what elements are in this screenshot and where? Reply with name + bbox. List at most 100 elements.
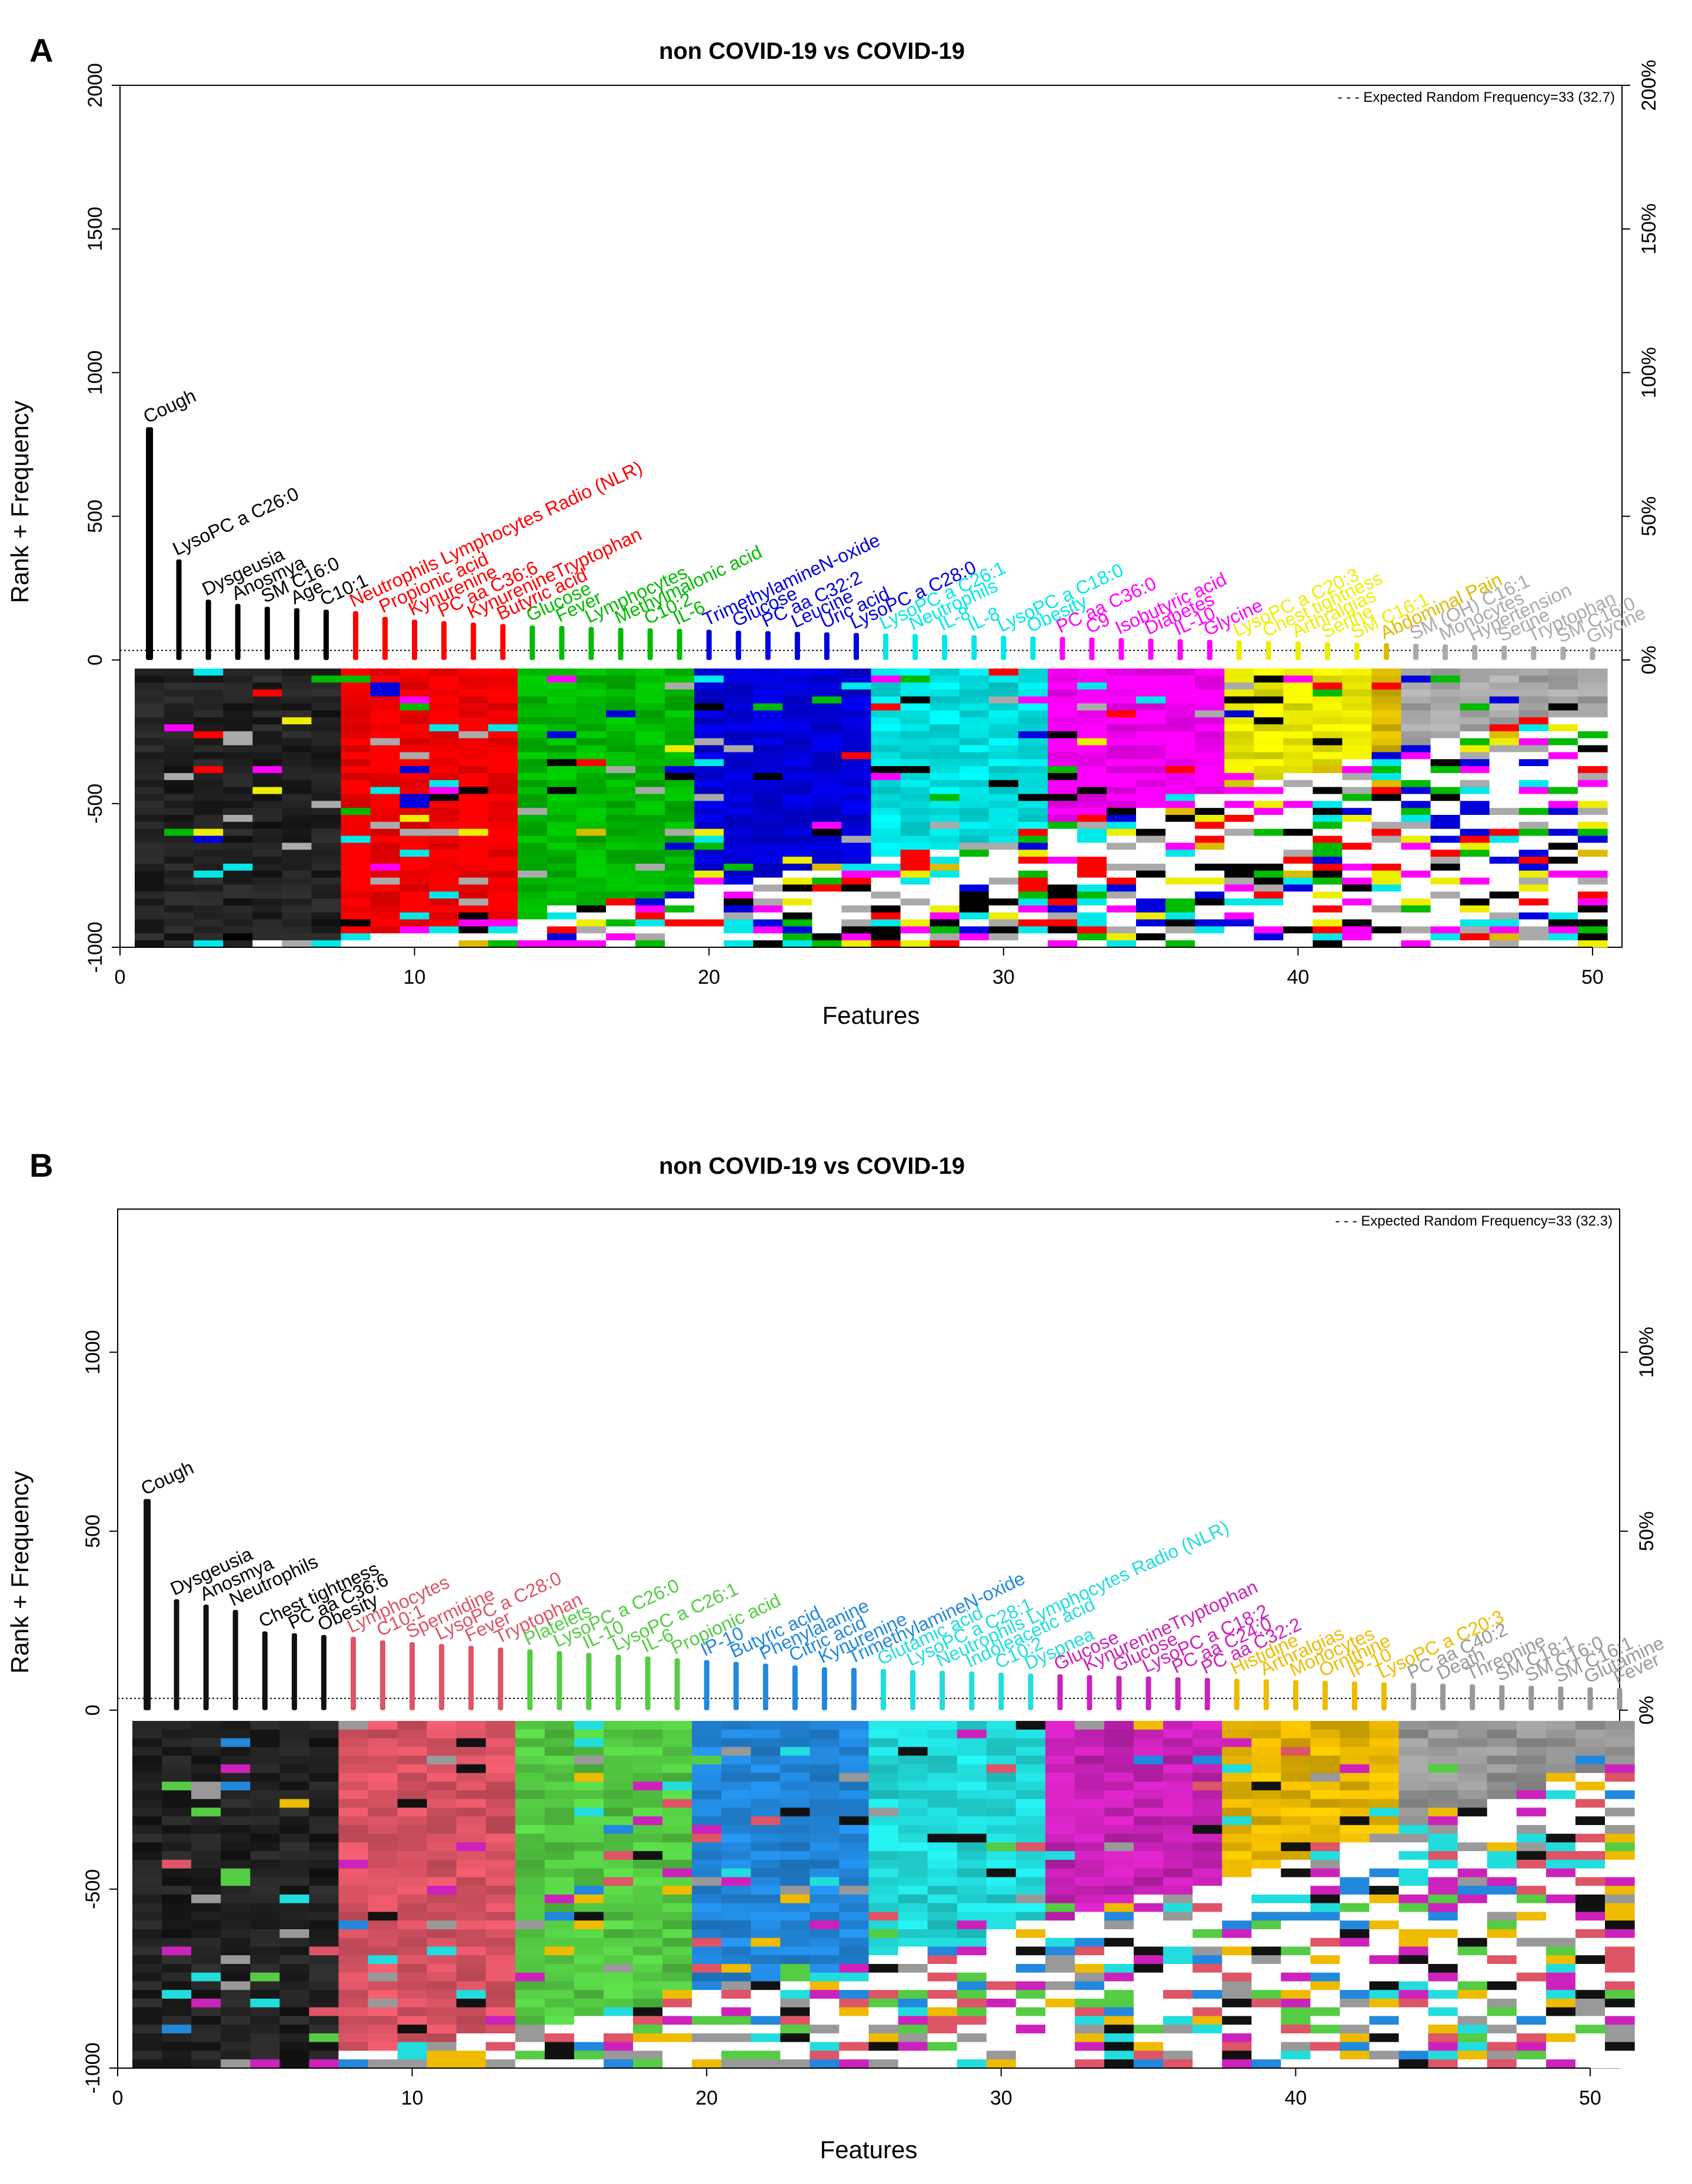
heatmap-cell <box>1134 1999 1164 2008</box>
heatmap-cell <box>1489 675 1520 683</box>
heatmap-cell <box>810 1929 840 1939</box>
heatmap-cell <box>812 759 842 767</box>
heatmap-cell <box>223 863 253 871</box>
heatmap-cell <box>1224 696 1254 704</box>
heatmap-cell <box>1489 815 1520 823</box>
heatmap-cell <box>191 1946 221 1956</box>
heatmap-cell <box>1015 1859 1046 1869</box>
heatmap-cell <box>1224 926 1254 934</box>
heatmap-cell <box>1487 1868 1517 1878</box>
heatmap-cell <box>900 724 931 732</box>
heatmap-cell <box>1077 675 1107 683</box>
heatmap-cell <box>782 801 812 808</box>
heatmap-cell <box>223 926 253 934</box>
heatmap-cell <box>724 828 754 837</box>
heatmap-cell <box>1136 717 1166 725</box>
heatmap-cell <box>1136 891 1166 899</box>
heatmap-cell <box>458 759 489 767</box>
heatmap-cell <box>1104 1833 1134 1843</box>
heatmap-cell <box>751 1859 781 1869</box>
heatmap-cell <box>1369 1964 1400 1973</box>
heatmap-cell <box>1516 1782 1547 1791</box>
heatmap-cell <box>1074 1903 1105 1913</box>
heatmap-cell <box>135 710 165 718</box>
heatmap-cell <box>1371 717 1402 725</box>
heatmap-cell <box>986 2033 1017 2043</box>
heatmap-cell <box>841 828 872 837</box>
heatmap-cell <box>576 863 607 871</box>
heatmap-cell <box>1401 898 1431 906</box>
heatmap-cell <box>1371 689 1402 697</box>
heatmap-cell <box>223 668 253 676</box>
heatmap-cell <box>1457 1946 1488 1956</box>
feature-bar <box>235 604 241 660</box>
heatmap-cell <box>1222 2050 1252 2060</box>
heatmap-cell <box>1195 940 1225 948</box>
heatmap-cell <box>1047 933 1078 941</box>
heatmap-cell <box>515 1755 545 1765</box>
heatmap-cell <box>930 724 960 732</box>
heatmap-cell <box>250 1972 280 1982</box>
heatmap-cell <box>633 1895 663 1904</box>
heatmap-cell <box>1047 710 1078 718</box>
heatmap-cell <box>1342 884 1373 892</box>
heatmap-cell <box>1605 1903 1635 1913</box>
heatmap-cell <box>1313 857 1343 864</box>
heatmap-cell <box>544 1764 575 1774</box>
heatmap-cell <box>1074 1851 1105 1860</box>
heatmap-cell <box>1430 689 1461 697</box>
heatmap-cell <box>1136 850 1166 857</box>
heatmap-cell <box>252 870 282 878</box>
heatmap-cell <box>1313 752 1343 760</box>
heatmap-cell <box>694 717 724 725</box>
heatmap-cell <box>250 1964 280 1973</box>
heatmap-cell <box>721 1886 751 1895</box>
heatmap-cell <box>370 821 401 830</box>
heatmap-cell <box>635 884 665 892</box>
heatmap-cell <box>780 1912 810 1921</box>
heatmap-cell <box>370 703 401 711</box>
heatmap-cell <box>576 843 607 850</box>
feature-bar <box>146 427 154 660</box>
heatmap-cell <box>1195 703 1225 711</box>
heatmap-cell <box>721 1764 751 1774</box>
heatmap-cell <box>191 1790 221 1800</box>
heatmap-cell <box>458 919 489 927</box>
heatmap-cell <box>164 877 194 885</box>
heatmap-cell <box>694 731 724 739</box>
heatmap-cell <box>223 752 253 760</box>
heatmap-cell <box>1548 870 1578 878</box>
heatmap-cell <box>485 1825 516 1835</box>
heatmap-cell <box>282 703 312 711</box>
heatmap-cell <box>164 863 194 871</box>
heatmap-cell <box>1342 940 1373 948</box>
heatmap-cell <box>1015 1807 1046 1817</box>
heatmap-cell <box>1018 787 1048 794</box>
heatmap-column <box>488 668 518 948</box>
heatmap-cell <box>547 696 577 704</box>
feature-bar <box>1411 1683 1417 1710</box>
heatmap-cell <box>1575 1981 1606 1990</box>
heatmap-cell <box>1222 2042 1252 2052</box>
heatmap-cell <box>191 1859 221 1869</box>
heatmap-cell <box>927 1990 958 1999</box>
heatmap-cell <box>1575 1929 1606 1939</box>
heatmap-cell <box>132 1851 162 1860</box>
heatmap-cell <box>191 1755 221 1765</box>
heatmap-cell <box>692 1999 722 2008</box>
heatmap-cell <box>1195 828 1225 837</box>
heatmap-cell <box>309 1868 339 1878</box>
heatmap-cell <box>191 1886 221 1895</box>
heatmap-cell <box>927 1790 958 1800</box>
heatmap-cell <box>311 787 342 794</box>
heatmap-cell <box>427 1972 457 1982</box>
heatmap-cell <box>250 1868 280 1878</box>
heatmap-cell <box>341 668 371 676</box>
heatmap-cell <box>1575 1937 1606 1947</box>
heatmap-cell <box>1136 724 1166 732</box>
heatmap-cell <box>1575 2050 1606 2060</box>
heatmap-cell <box>1251 1886 1281 1895</box>
heatmap-cell <box>1342 745 1373 753</box>
heatmap-cell <box>1430 787 1461 794</box>
heatmap-cell <box>694 877 724 885</box>
